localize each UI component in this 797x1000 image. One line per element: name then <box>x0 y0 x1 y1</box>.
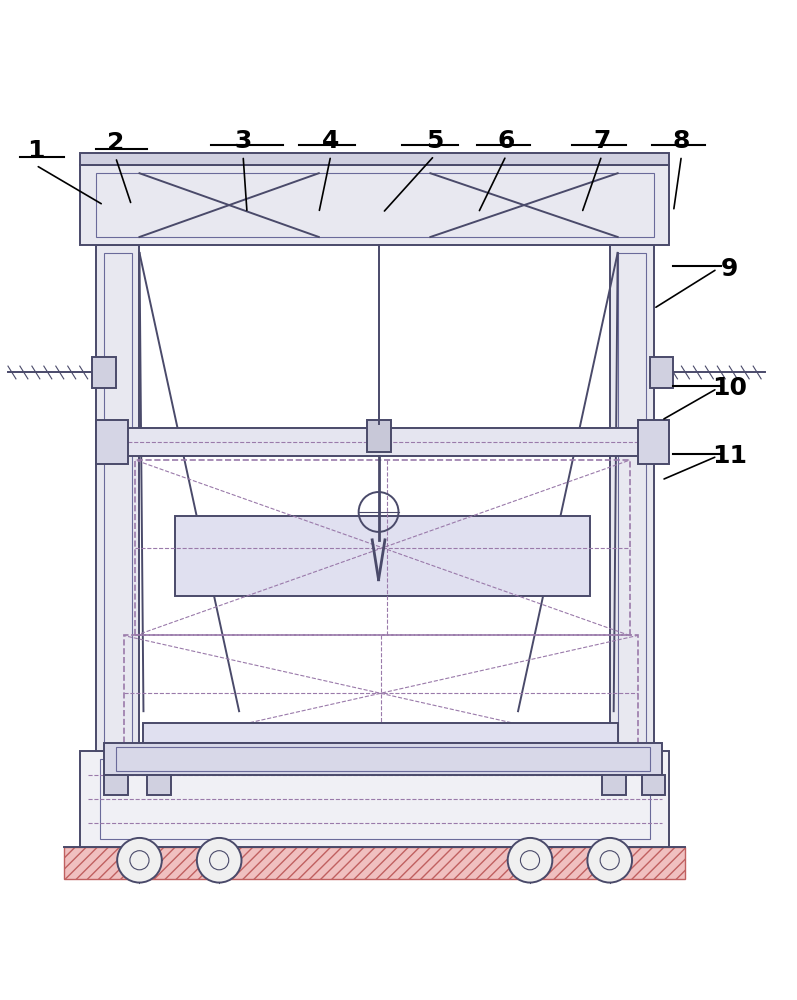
Text: 6: 6 <box>497 129 515 153</box>
Text: 3: 3 <box>234 129 252 153</box>
Text: 9: 9 <box>720 257 738 281</box>
Text: 4: 4 <box>322 129 340 153</box>
Bar <box>104 775 128 795</box>
Bar <box>638 420 669 464</box>
Bar <box>602 775 626 795</box>
Bar <box>92 357 116 388</box>
Bar <box>610 245 654 751</box>
Bar <box>124 635 638 751</box>
Circle shape <box>587 838 632 883</box>
Bar <box>64 847 685 879</box>
Circle shape <box>117 838 162 883</box>
Bar <box>143 723 618 743</box>
Bar <box>96 245 139 751</box>
Bar <box>367 420 391 452</box>
Bar <box>104 743 662 775</box>
Text: 8: 8 <box>673 129 690 153</box>
Bar <box>135 460 630 635</box>
Bar <box>80 153 669 165</box>
Bar <box>116 747 650 771</box>
Bar <box>642 775 665 795</box>
Bar <box>100 759 650 839</box>
Text: 10: 10 <box>712 376 747 400</box>
Circle shape <box>508 838 552 883</box>
Bar <box>116 428 646 456</box>
Bar <box>96 173 654 237</box>
Text: 1: 1 <box>27 139 45 163</box>
Bar <box>104 253 132 743</box>
Text: 7: 7 <box>593 129 611 153</box>
Bar <box>175 516 590 596</box>
Text: 2: 2 <box>107 131 124 155</box>
Bar <box>80 165 669 245</box>
Text: 11: 11 <box>712 444 747 468</box>
Bar <box>618 253 646 743</box>
Bar <box>80 751 669 847</box>
Bar <box>147 775 171 795</box>
Bar <box>650 357 673 388</box>
Circle shape <box>197 838 241 883</box>
Bar <box>96 420 128 464</box>
Text: 5: 5 <box>426 129 443 153</box>
